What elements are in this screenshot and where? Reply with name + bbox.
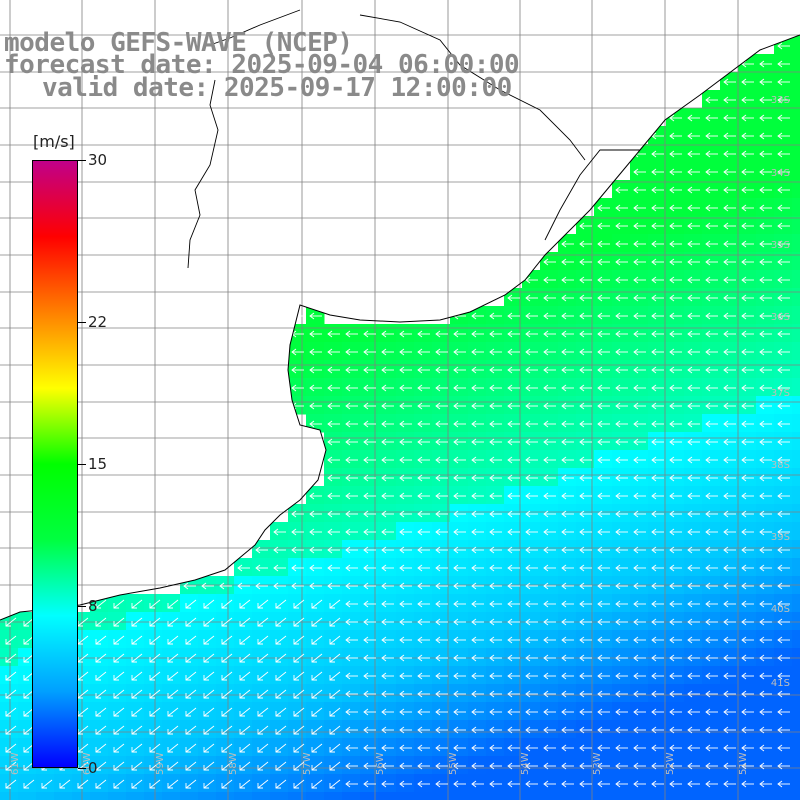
longitude-label: 51W: [738, 752, 749, 775]
latitude-labels: 33S 34S 35S 36S 37S 38S 39S 40S 41S: [771, 95, 790, 689]
longitude-label: 55W: [448, 752, 459, 775]
latitude-label: 36S: [771, 312, 790, 323]
longitude-label: 61W: [10, 752, 21, 775]
longitude-label: 53W: [592, 752, 603, 775]
latitude-label: 35S: [771, 240, 790, 251]
latitude-label: 39S: [771, 532, 790, 543]
colorbar-tick-label: 8: [88, 596, 98, 615]
colorbar-unit: [m/s]: [33, 132, 75, 151]
colorbar-tick-label: 0: [88, 759, 98, 777]
longitude-labels: 61W 60W 59W 58W 57W 56W 55W 54W 53W 52W 51W: [10, 752, 749, 775]
colorbar-tick-mark: [78, 322, 86, 324]
longitude-label: 60W: [82, 752, 93, 775]
colorbar: [32, 160, 78, 768]
latitude-label: 41S: [771, 678, 790, 689]
longitude-label: 54W: [520, 752, 531, 775]
colorbar-tick-label: 22: [88, 313, 108, 332]
longitude-label: 58W: [228, 752, 239, 775]
longitude-label: 52W: [665, 752, 676, 775]
colorbar-tick-mark: [78, 605, 86, 607]
latitude-label: 38S: [771, 460, 790, 471]
colorbar-tick-mark: [78, 464, 86, 465]
wind-arrows: [5, 42, 790, 789]
land-area: [0, 0, 800, 620]
forecast-date: forecast date: 2025-09-04 06:00:00: [4, 50, 520, 80]
colorbar-tick-label: 30: [88, 151, 108, 169]
valid-date: valid date: 2025-09-17 12:00:00: [42, 73, 512, 103]
latitude-label: 33S: [771, 95, 790, 106]
longitude-label: 57W: [302, 752, 313, 775]
latitude-label: 40S: [771, 604, 790, 615]
latitude-label: 34S: [771, 168, 790, 179]
colorbar-tick-mark: [78, 768, 86, 769]
colorbar-tick-mark: [78, 160, 86, 161]
coastline: [0, 9, 800, 621]
colorbar-tick-label: 15: [88, 455, 108, 473]
longitude-label: 56W: [375, 752, 386, 775]
longitude-label: 59W: [155, 752, 166, 775]
latitude-label: 37S: [771, 388, 790, 399]
map-title: modelo GEFS-WAVE (NCEP): [4, 28, 353, 58]
